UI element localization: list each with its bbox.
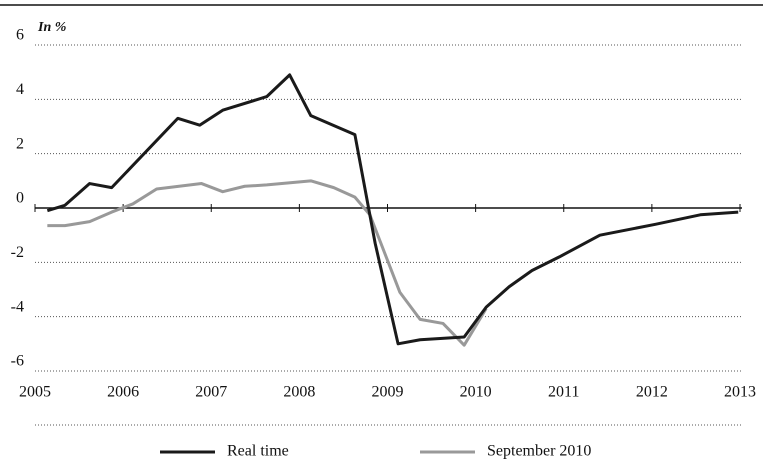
y-tick-label: -2 — [11, 244, 24, 261]
x-tick-label: 2009 — [372, 384, 404, 401]
y-tick-label: 4 — [16, 81, 24, 98]
series-line — [47, 179, 488, 347]
x-tick-label: 2010 — [460, 384, 492, 401]
x-tick-label: 2007 — [195, 384, 227, 401]
y-axis-label: In % — [37, 20, 66, 35]
y-tick-label: 2 — [16, 135, 24, 152]
y-tick-label: -4 — [11, 298, 24, 315]
x-tick-label: 2006 — [107, 384, 139, 401]
x-tick-label: 2012 — [636, 384, 668, 401]
x-tick-label: 2008 — [283, 384, 315, 401]
x-tick-label: 2013 — [724, 384, 756, 401]
series-line — [46, 73, 739, 346]
y-tick-label: 6 — [16, 27, 24, 44]
legend-label: Real time — [227, 443, 289, 460]
y-tick-label: 0 — [16, 190, 24, 207]
legend-label: September 2010 — [487, 443, 591, 460]
x-tick-label: 2011 — [548, 384, 579, 401]
x-tick-label: 2005 — [19, 384, 51, 401]
y-tick-label: -6 — [11, 353, 24, 370]
